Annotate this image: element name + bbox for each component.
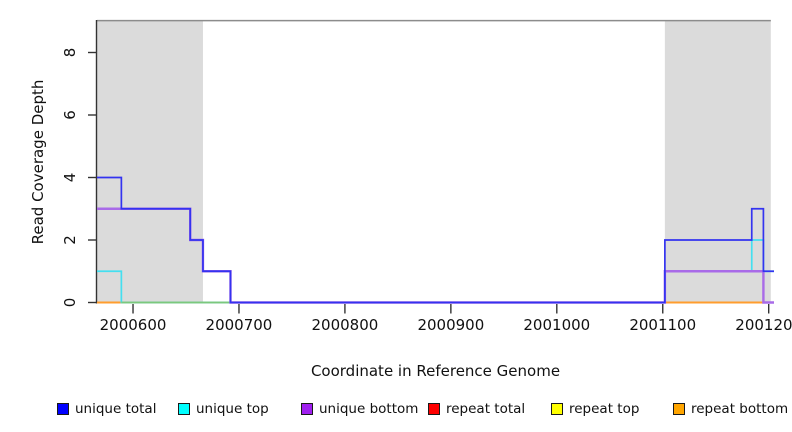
x-tick-label: 2000600: [100, 316, 167, 334]
legend-item-repeat-total: repeat total: [428, 399, 525, 419]
legend-swatch-unique-bottom: [301, 403, 313, 415]
legend-item-unique-top: unique top: [178, 399, 269, 419]
legend-swatch-repeat-bottom: [673, 403, 685, 415]
y-tick-label: 4: [61, 173, 79, 183]
legend-swatch-unique-top: [178, 403, 190, 415]
legend-label: unique top: [196, 401, 269, 417]
legend-item-repeat-top: repeat top: [551, 399, 639, 419]
legend-label: repeat total: [446, 401, 526, 417]
x-tick-label: 2000700: [206, 316, 273, 334]
y-tick-label: 6: [61, 110, 79, 120]
x-tick-label: 2001200: [735, 316, 792, 334]
legend-label: unique total: [75, 401, 157, 417]
legend-item-unique-bottom: unique bottom: [301, 399, 418, 419]
legend-swatch-repeat-total: [428, 403, 440, 415]
y-axis-label: Read Coverage Depth: [29, 79, 47, 245]
x-tick-label: 2000900: [417, 316, 484, 334]
legend-swatch-repeat-top: [551, 403, 563, 415]
legend: unique total unique top unique bottom repea…: [0, 399, 792, 423]
y-tick-label: 2: [61, 235, 79, 245]
y-tick-label: 0: [61, 298, 79, 308]
legend-label: repeat top: [569, 401, 640, 417]
right-repeat-region-highlight: [664, 20, 771, 303]
x-tick-label: 2001000: [523, 316, 590, 334]
x-tick-label: 2000800: [312, 316, 379, 334]
legend-swatch-unique-total: [57, 403, 69, 415]
legend-item-repeat-bottom: repeat bottom: [673, 399, 788, 419]
legend-item-unique-total: unique total: [57, 399, 156, 419]
x-axis-label: Coordinate in Reference Genome: [310, 362, 561, 380]
y-tick-label: 8: [61, 48, 79, 58]
left-repeat-region-highlight: [97, 20, 203, 303]
legend-label: unique bottom: [319, 401, 419, 417]
x-tick-label: 2001100: [629, 316, 696, 334]
legend-label: repeat bottom: [691, 401, 789, 417]
series-line-unique-total: [97, 176, 774, 304]
